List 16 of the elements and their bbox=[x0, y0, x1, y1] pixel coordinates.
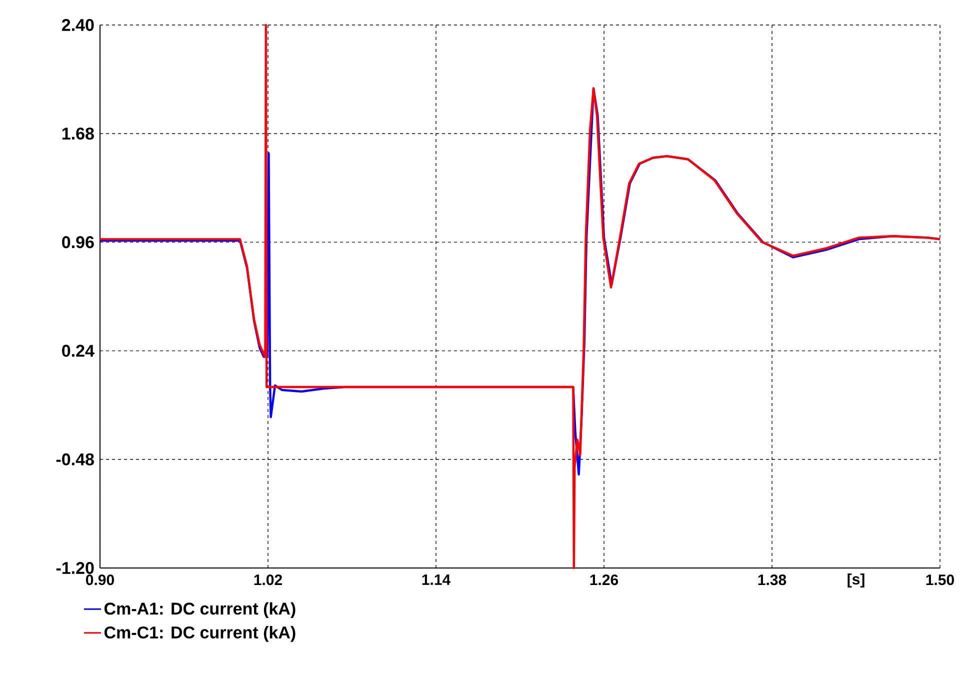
y-tick-label: 2.40 bbox=[62, 18, 94, 32]
x-tick-label: 1.02 bbox=[254, 574, 282, 586]
legend-label: Cm-A1: DC current (kA) bbox=[104, 602, 296, 618]
legend-label: Cm-C1: DC current (kA) bbox=[104, 626, 296, 642]
y-tick-label: 0.24 bbox=[62, 344, 94, 357]
x-tick-label: 0.90 bbox=[86, 574, 114, 586]
x-tick-label: 1.38 bbox=[758, 574, 786, 586]
y-tick-label: -0.48 bbox=[56, 453, 94, 466]
x-tick-label: 1.26 bbox=[590, 574, 618, 586]
y-tick-label: -1.20 bbox=[56, 562, 94, 574]
y-tick-label: 0.96 bbox=[62, 236, 94, 248]
x-tick-label: 1.14 bbox=[422, 574, 451, 585]
x-tick-label: 1.50 bbox=[926, 574, 954, 586]
x-axis-title: [s] bbox=[848, 574, 864, 588]
line-series bbox=[98, 24, 942, 570]
y-tick-label: 1.68 bbox=[62, 128, 94, 140]
